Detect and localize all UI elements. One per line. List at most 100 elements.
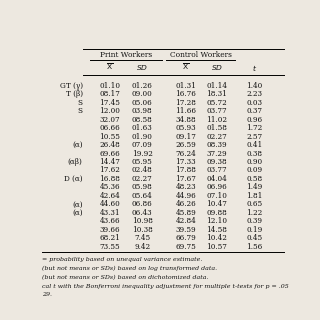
Text: 10.55: 10.55 (99, 132, 120, 140)
Text: 0.38: 0.38 (247, 149, 263, 157)
Text: (α): (α) (72, 209, 83, 217)
Text: 1.56: 1.56 (246, 243, 263, 251)
Text: (but not means or SDs) based on dichotomized data.: (but not means or SDs) based on dichotom… (42, 275, 209, 280)
Text: 39.59: 39.59 (175, 226, 196, 234)
Text: 08.17: 08.17 (99, 90, 120, 98)
Text: = probability based on unequal variance estimate.: = probability based on unequal variance … (42, 257, 203, 262)
Text: 05.93: 05.93 (175, 124, 196, 132)
Text: Print Workers: Print Workers (100, 51, 152, 59)
Text: S: S (78, 107, 83, 115)
Text: 10.47: 10.47 (206, 200, 227, 208)
Text: 09.88: 09.88 (206, 209, 227, 217)
Text: 45.89: 45.89 (175, 209, 196, 217)
Text: 37.29: 37.29 (206, 149, 227, 157)
Text: 1.81: 1.81 (246, 192, 263, 200)
Text: 26.48: 26.48 (100, 141, 120, 149)
Text: 10.98: 10.98 (132, 217, 153, 225)
Text: 06.96: 06.96 (206, 183, 227, 191)
Text: 69.75: 69.75 (175, 243, 196, 251)
Text: 0.65: 0.65 (247, 200, 263, 208)
Text: 0.90: 0.90 (247, 158, 263, 166)
Text: 05.64: 05.64 (132, 192, 153, 200)
Text: 29.: 29. (42, 292, 52, 298)
Text: 69.66: 69.66 (100, 149, 120, 157)
Text: 03.98: 03.98 (132, 107, 153, 115)
Text: 16.88: 16.88 (99, 175, 120, 183)
Text: 01.14: 01.14 (206, 82, 227, 90)
Text: 0.39: 0.39 (247, 217, 263, 225)
Text: 02.27: 02.27 (132, 175, 153, 183)
Text: 42.64: 42.64 (100, 192, 120, 200)
Text: 0.45: 0.45 (247, 234, 263, 242)
Text: 44.96: 44.96 (175, 192, 196, 200)
Text: 17.62: 17.62 (99, 166, 120, 174)
Text: 2.23: 2.23 (247, 90, 263, 98)
Text: Control Workers: Control Workers (170, 51, 232, 59)
Text: 1.49: 1.49 (246, 183, 263, 191)
Text: 18.31: 18.31 (206, 90, 227, 98)
Text: 01.90: 01.90 (132, 132, 153, 140)
Text: 12.00: 12.00 (99, 107, 120, 115)
Text: 0.41: 0.41 (246, 141, 263, 149)
Text: 66.79: 66.79 (175, 234, 196, 242)
Text: 44.60: 44.60 (100, 200, 120, 208)
Text: 32.07: 32.07 (100, 116, 120, 124)
Text: 0.03: 0.03 (247, 99, 263, 107)
Text: 68.21: 68.21 (99, 234, 120, 242)
Text: 08.58: 08.58 (132, 116, 153, 124)
Text: 10.57: 10.57 (206, 243, 227, 251)
Text: GT (γ): GT (γ) (60, 82, 83, 90)
Text: 19.92: 19.92 (132, 149, 153, 157)
Text: 09.17: 09.17 (175, 132, 196, 140)
Text: 76.24: 76.24 (175, 149, 196, 157)
Text: 34.88: 34.88 (175, 116, 196, 124)
Text: $\it{SD}$: $\it{SD}$ (136, 63, 148, 72)
Text: 9.42: 9.42 (134, 243, 150, 251)
Text: 05.98: 05.98 (132, 183, 153, 191)
Text: 45.36: 45.36 (100, 183, 120, 191)
Text: 11.02: 11.02 (206, 116, 227, 124)
Text: 05.72: 05.72 (206, 99, 227, 107)
Text: 06.66: 06.66 (100, 124, 120, 132)
Text: 03.77: 03.77 (206, 107, 227, 115)
Text: 0.19: 0.19 (246, 226, 263, 234)
Text: 2.57: 2.57 (247, 132, 263, 140)
Text: 09.38: 09.38 (206, 158, 227, 166)
Text: 42.84: 42.84 (175, 217, 196, 225)
Text: 14.58: 14.58 (206, 226, 227, 234)
Text: 03.77: 03.77 (206, 166, 227, 174)
Text: 17.88: 17.88 (175, 166, 196, 174)
Text: S: S (78, 99, 83, 107)
Text: 46.26: 46.26 (175, 200, 196, 208)
Text: 07.10: 07.10 (206, 192, 227, 200)
Text: $\it{t}$: $\it{t}$ (252, 63, 257, 73)
Text: 0.37: 0.37 (247, 107, 263, 115)
Text: 05.06: 05.06 (132, 99, 153, 107)
Text: 48.23: 48.23 (175, 183, 196, 191)
Text: 01.26: 01.26 (132, 82, 153, 90)
Text: 09.00: 09.00 (132, 90, 153, 98)
Text: D (α): D (α) (64, 175, 83, 183)
Text: 02.48: 02.48 (132, 166, 153, 174)
Text: (α): (α) (72, 200, 83, 208)
Text: 26.59: 26.59 (175, 141, 196, 149)
Text: 0.09: 0.09 (247, 166, 263, 174)
Text: 01.63: 01.63 (132, 124, 153, 132)
Text: 17.67: 17.67 (175, 175, 196, 183)
Text: 17.28: 17.28 (175, 99, 196, 107)
Text: 05.95: 05.95 (132, 158, 153, 166)
Text: 10.42: 10.42 (206, 234, 227, 242)
Text: 1.40: 1.40 (246, 82, 263, 90)
Text: 17.33: 17.33 (175, 158, 196, 166)
Text: 06.86: 06.86 (132, 200, 153, 208)
Text: T (β): T (β) (66, 90, 83, 98)
Text: cal t with the Bonferroni inequality adjustment for multiple t-tests for p = .05: cal t with the Bonferroni inequality adj… (42, 284, 289, 289)
Text: 01.31: 01.31 (175, 82, 196, 90)
Text: 1.22: 1.22 (246, 209, 263, 217)
Text: $\overline{\mathsf{X}}$: $\overline{\mathsf{X}}$ (182, 63, 189, 73)
Text: 08.39: 08.39 (206, 141, 227, 149)
Text: (but not means or SDs) based on log transformed data.: (but not means or SDs) based on log tran… (42, 266, 218, 271)
Text: 43.31: 43.31 (100, 209, 120, 217)
Text: (α): (α) (72, 141, 83, 149)
Text: 7.45: 7.45 (134, 234, 150, 242)
